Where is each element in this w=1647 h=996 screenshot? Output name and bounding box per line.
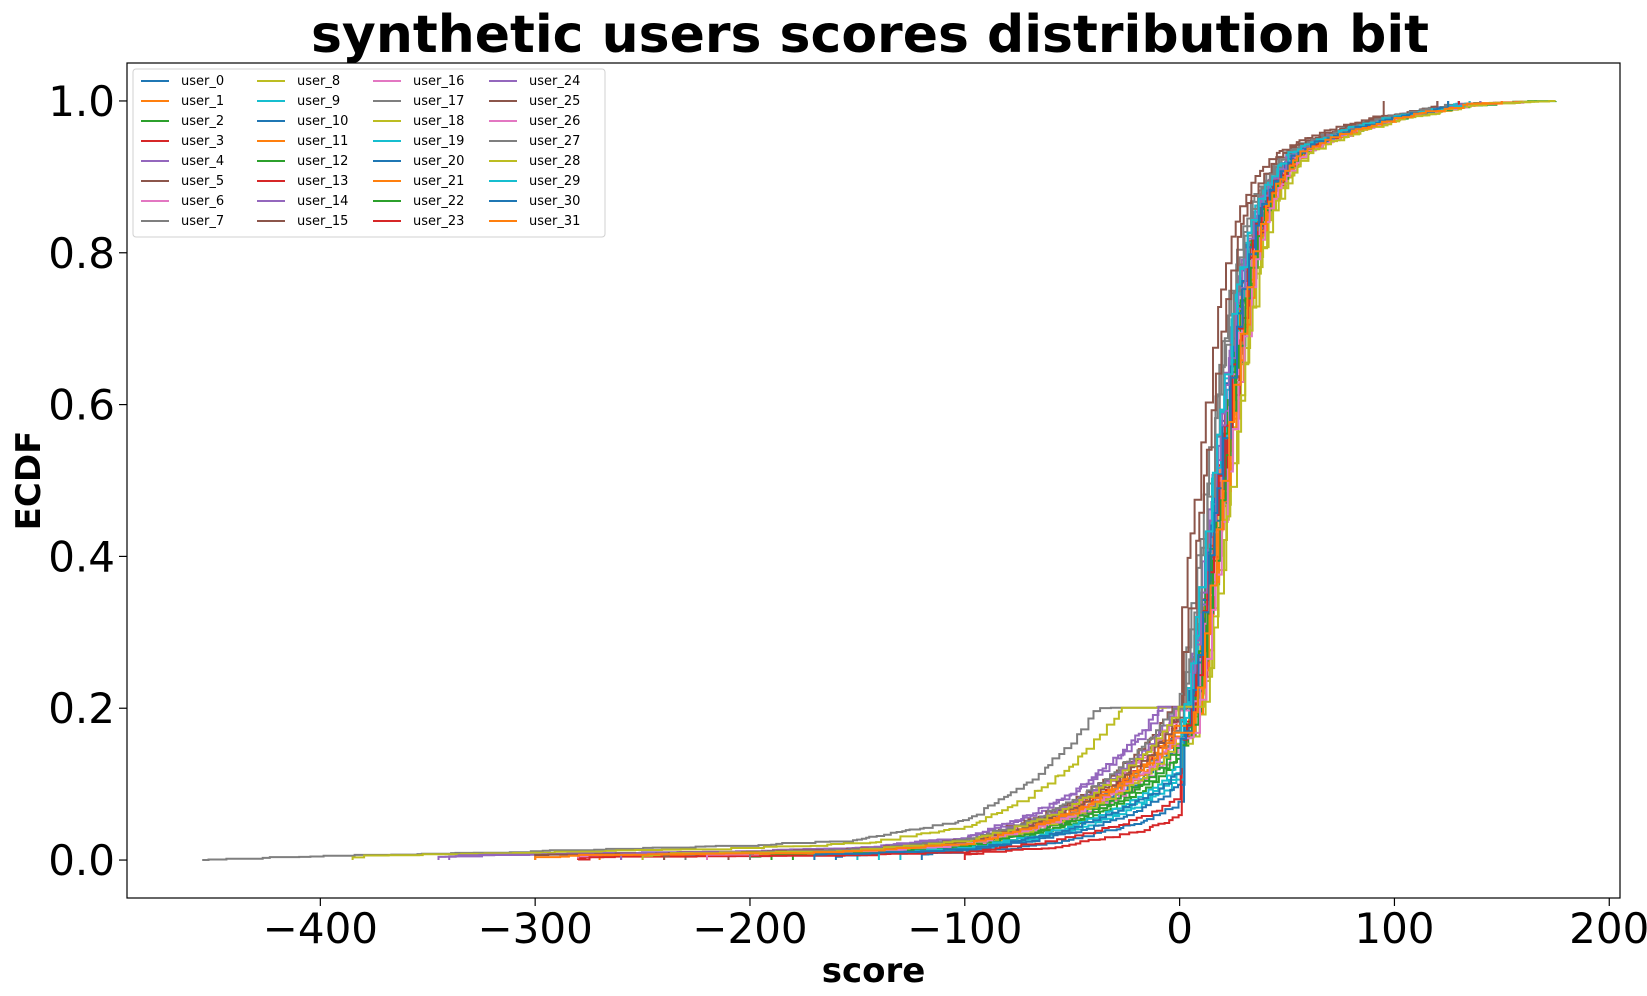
y-tick-label: 1.0 [48,77,115,126]
legend-label: user_6 [181,194,224,209]
series-line-user_21 [598,100,1525,860]
legend-label: user_3 [181,134,224,149]
legend-box [132,68,606,238]
y-axis-label: ECDF [9,431,49,531]
series-line-user_28 [641,100,1536,860]
series-line-user_30 [813,101,1450,860]
legend-label: user_20 [413,154,464,169]
series-layer [202,100,1557,861]
legend-label: user_25 [529,94,580,109]
legend: user_0user_1user_2user_3user_4user_5user… [132,68,606,238]
legend-label: user_26 [529,114,580,129]
legend-label: user_22 [413,194,464,209]
legend-label: user_14 [297,194,348,209]
series-line-user_29 [877,101,1471,860]
series-line-user_22 [770,101,1482,860]
legend-label: user_1 [181,94,224,109]
legend-label: user_15 [297,214,348,229]
legend-label: user_7 [181,214,224,229]
y-tick-label: 0.4 [48,532,115,581]
series-line-user_20 [834,101,1460,860]
legend-label: user_11 [297,134,348,149]
legend-label: user_23 [413,214,464,229]
series-line-user_23 [577,101,1460,861]
legend-label: user_10 [297,114,348,129]
legend-label: user_12 [297,154,348,169]
legend-label: user_13 [297,174,348,189]
series-line-user_15 [534,101,1385,860]
x-axis-label: score [822,951,926,991]
series-line-user_17 [684,101,1439,860]
x-tick-label: −300 [477,904,592,953]
legend-label: user_19 [413,134,464,149]
legend-label: user_2 [181,114,224,129]
legend-label: user_18 [413,114,464,129]
legend-label: user_29 [529,174,580,189]
legend-label: user_9 [297,94,340,109]
y-tick-label: 0.6 [48,381,115,430]
plot-frame [126,62,1621,899]
legend-label: user_24 [529,74,580,89]
series-line-user_3 [577,101,1460,860]
x-tick-label: −400 [263,904,378,953]
legend-label: user_17 [413,94,464,109]
x-tick-label: 0 [1166,904,1193,953]
legend-label: user_5 [181,174,224,189]
series-line-user_27 [749,101,1450,860]
legend-label: user_21 [413,174,464,189]
legend-label: user_27 [529,134,580,149]
legend-label: user_31 [529,214,580,229]
x-tick-label: 100 [1354,904,1434,953]
series-line-user_16 [577,101,1503,860]
chart-title: synthetic users scores distribution bit [311,5,1429,65]
legend-label: user_0 [181,74,224,89]
y-axis: 0.0 0.2 0.4 0.6 0.8 1.0 [48,77,127,885]
x-tick-label: 200 [1569,904,1647,953]
y-tick-label: 0.8 [48,229,115,278]
legend-label: user_4 [181,154,224,169]
series-line-user_1 [620,101,1450,860]
x-tick-label: −200 [692,904,807,953]
x-tick-label: −100 [907,904,1022,953]
series-line-user_12 [791,101,1482,860]
series-line-user_31 [534,101,1503,860]
series-line-user_24 [620,101,1482,860]
series-line-user_18 [706,101,1525,860]
legend-label: user_16 [413,74,464,89]
y-tick-label: 0.0 [48,836,115,885]
legend-label: user_8 [297,74,340,89]
y-tick-label: 0.2 [48,684,115,733]
legend-label: user_28 [529,154,580,169]
series-line-user_25 [663,101,1439,860]
series-line-user_26 [706,101,1525,860]
legend-label: user_30 [529,194,580,209]
x-axis: −400 −300 −200 −100 0 100 200 [263,898,1647,953]
